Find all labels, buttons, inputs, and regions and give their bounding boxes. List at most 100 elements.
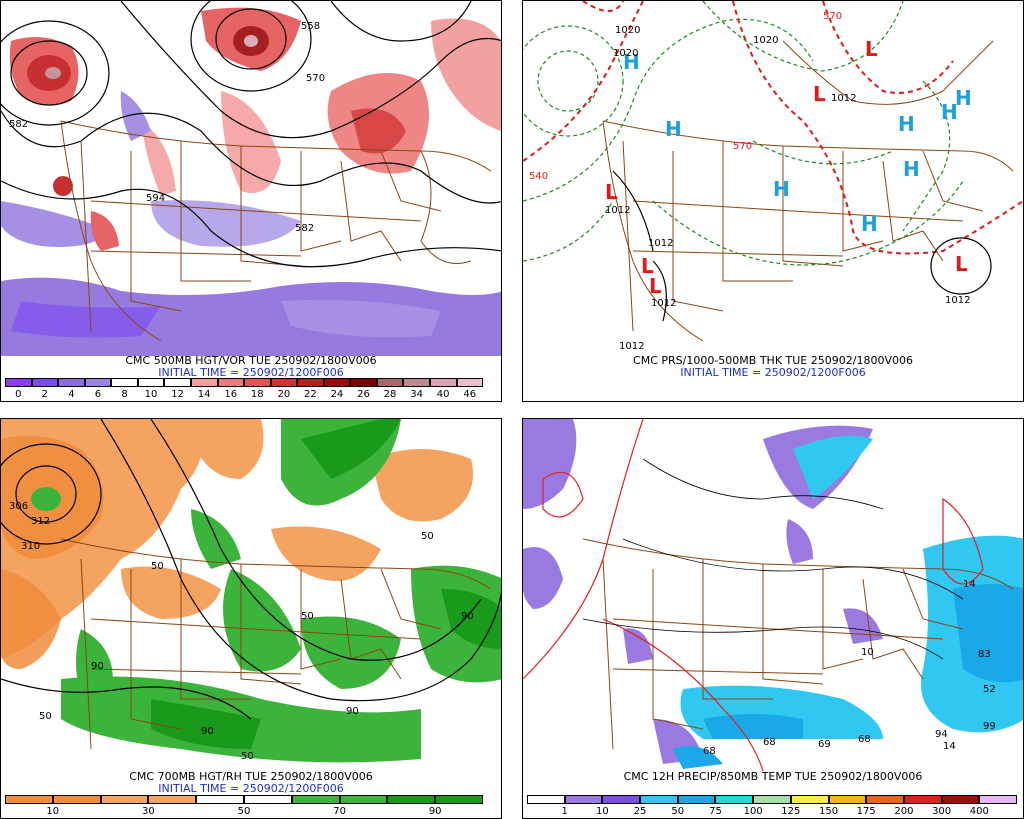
isobar-label: 1020 bbox=[613, 48, 638, 59]
legend-tick-label: 12 bbox=[171, 389, 184, 400]
legend-swatch bbox=[339, 795, 388, 804]
legend-swatch bbox=[866, 795, 904, 804]
rh-label: 90 bbox=[91, 661, 104, 672]
panel-caption: CMC 12H PRECIP/850MB TEMP TUE 250902/180… bbox=[523, 771, 1023, 783]
panel-500mb-vorticity: 582 582 570 558 594 CMC 500MB HGT/VOR TU… bbox=[0, 0, 502, 402]
legend-swatch bbox=[753, 795, 791, 804]
low-pressure-marker: L bbox=[605, 180, 618, 204]
legend-tick-label: 70 bbox=[333, 806, 346, 817]
legend-swatch bbox=[323, 378, 351, 387]
precip-label: 83 bbox=[978, 649, 991, 660]
legend-swatch bbox=[243, 795, 292, 804]
legend-tick-label: 2 bbox=[41, 389, 49, 400]
legend-swatch bbox=[148, 795, 197, 804]
rh-label: 50 bbox=[39, 711, 52, 722]
legend-tick-label: 16 bbox=[224, 389, 238, 400]
rh-label: 90 bbox=[461, 611, 474, 622]
contour-label: 582 bbox=[9, 119, 28, 130]
high-pressure-marker: H bbox=[903, 157, 920, 181]
legend-tick-label: 25 bbox=[633, 806, 647, 817]
legend-ticks: 10 30 50 70 90 bbox=[5, 806, 483, 818]
high-pressure-marker: H bbox=[955, 86, 972, 110]
legend-tick-label: 40 bbox=[436, 389, 450, 400]
precip-label: 69 bbox=[818, 739, 831, 750]
legend-swatches bbox=[527, 795, 1017, 804]
low-pressure-marker: L bbox=[813, 82, 826, 106]
precip-label: 68 bbox=[763, 737, 776, 748]
legend-tick-label: 46 bbox=[463, 389, 477, 400]
legend-tick-label: 150 bbox=[818, 806, 839, 817]
isobar-label: 1020 bbox=[753, 35, 778, 46]
legend-tick-label: 10 bbox=[596, 806, 609, 817]
legend-swatch bbox=[52, 795, 101, 804]
panel-init-time: INITIAL TIME = 250902/1200F006 bbox=[680, 366, 866, 379]
precip-label: 68 bbox=[703, 746, 716, 757]
legend-swatches bbox=[5, 795, 483, 804]
legend-tick-label: 24 bbox=[330, 389, 344, 400]
rh-label: 50 bbox=[151, 561, 164, 572]
rh-label: 50 bbox=[421, 531, 434, 542]
panel-caption: CMC 500MB HGT/VOR TUE 250902/1800V006 IN… bbox=[1, 355, 501, 379]
panel-title: CMC 500MB HGT/VOR TUE 250902/1800V006 bbox=[125, 354, 377, 367]
panel-init-time: INITIAL TIME = 250902/1200F006 bbox=[158, 366, 344, 379]
thickness-label: 570 bbox=[733, 141, 752, 152]
rh-label: 50 bbox=[301, 611, 314, 622]
legend-swatch bbox=[456, 378, 484, 387]
legend-tick-label: 34 bbox=[410, 389, 423, 400]
color-legend: 0 2 4 6 8 10 12 14 16 18 20 22 24 26 28 34 40 46 bbox=[1, 378, 501, 400]
legend-swatch bbox=[5, 378, 32, 387]
isobar-label: 1012 bbox=[945, 295, 970, 306]
legend-ticks: 1 10 25 50 75 100 125 150 175 200 300 400 bbox=[527, 806, 1017, 818]
legend-tick-label: 10 bbox=[46, 806, 60, 817]
legend-swatch bbox=[941, 795, 980, 804]
legend-tick-label: 125 bbox=[781, 806, 801, 817]
legend-swatch bbox=[84, 378, 112, 387]
legend-tick-label: 100 bbox=[743, 806, 763, 817]
precip-map: 68 68 69 68 94 83 52 99 14 14 10 bbox=[523, 419, 1023, 771]
legend-swatch bbox=[430, 378, 457, 387]
contour-label: 582 bbox=[295, 223, 314, 234]
isobar-label: 1012 bbox=[648, 238, 673, 249]
legend-swatch bbox=[297, 378, 324, 387]
legend-tick-label: 400 bbox=[969, 806, 989, 817]
panel-precip-850temp: 68 68 69 68 94 83 52 99 14 14 10 CMC 12H… bbox=[522, 418, 1024, 819]
legend-tick-label: 0 bbox=[15, 389, 22, 400]
legend-swatch bbox=[5, 795, 53, 804]
vorticity-map: 582 582 570 558 594 bbox=[1, 1, 501, 356]
legend-tick-label: 1 bbox=[561, 806, 568, 817]
legend-tick-label: 8 bbox=[121, 389, 128, 400]
contour-label: 312 bbox=[31, 516, 50, 527]
panel-caption: CMC 700MB HGT/RH TUE 250902/1800V006 INI… bbox=[1, 771, 501, 795]
panel-title: CMC PRS/1000-500MB THK TUE 250902/1800V0… bbox=[633, 354, 913, 367]
high-pressure-marker: H bbox=[773, 177, 790, 201]
contour-label: 558 bbox=[301, 21, 320, 32]
legend-tick-label: 18 bbox=[250, 389, 264, 400]
panel-mslp-thickness: H H H H H H H H L L L L L L 1020 1020 10… bbox=[522, 0, 1024, 402]
high-pressure-marker: H bbox=[665, 117, 682, 141]
legend-tick-label: 30 bbox=[142, 806, 155, 817]
precip-label: 14 bbox=[943, 741, 956, 752]
panel-700mb-rh: 310 306 312 50 50 50 50 50 90 90 90 90 C… bbox=[0, 418, 502, 819]
high-pressure-marker: H bbox=[898, 112, 915, 136]
contour-label: 310 bbox=[21, 541, 40, 552]
isobar-label: 1012 bbox=[831, 93, 856, 104]
legend-swatch bbox=[677, 795, 716, 804]
legend-swatch bbox=[270, 378, 298, 387]
legend-swatch bbox=[111, 378, 138, 387]
legend-swatch bbox=[387, 795, 436, 804]
legend-swatch bbox=[640, 795, 678, 804]
legend-tick-label: 20 bbox=[277, 389, 291, 400]
legend-swatch bbox=[527, 795, 565, 804]
precip-label: 99 bbox=[983, 721, 996, 732]
legend-tick-label: 50 bbox=[671, 806, 685, 817]
isobar-label: 1012 bbox=[619, 341, 644, 352]
legend-swatch bbox=[31, 378, 59, 387]
legend-swatches bbox=[5, 378, 484, 387]
legend-ticks: 0 2 4 6 8 10 12 14 16 18 20 22 24 26 28 34 40 46 bbox=[5, 389, 483, 401]
legend-swatch bbox=[403, 378, 430, 387]
low-pressure-marker: L bbox=[641, 254, 654, 278]
legend-swatch bbox=[979, 795, 1017, 804]
legend-swatch bbox=[790, 795, 829, 804]
low-pressure-marker: L bbox=[649, 274, 662, 298]
legend-tick-label: 26 bbox=[357, 389, 370, 400]
